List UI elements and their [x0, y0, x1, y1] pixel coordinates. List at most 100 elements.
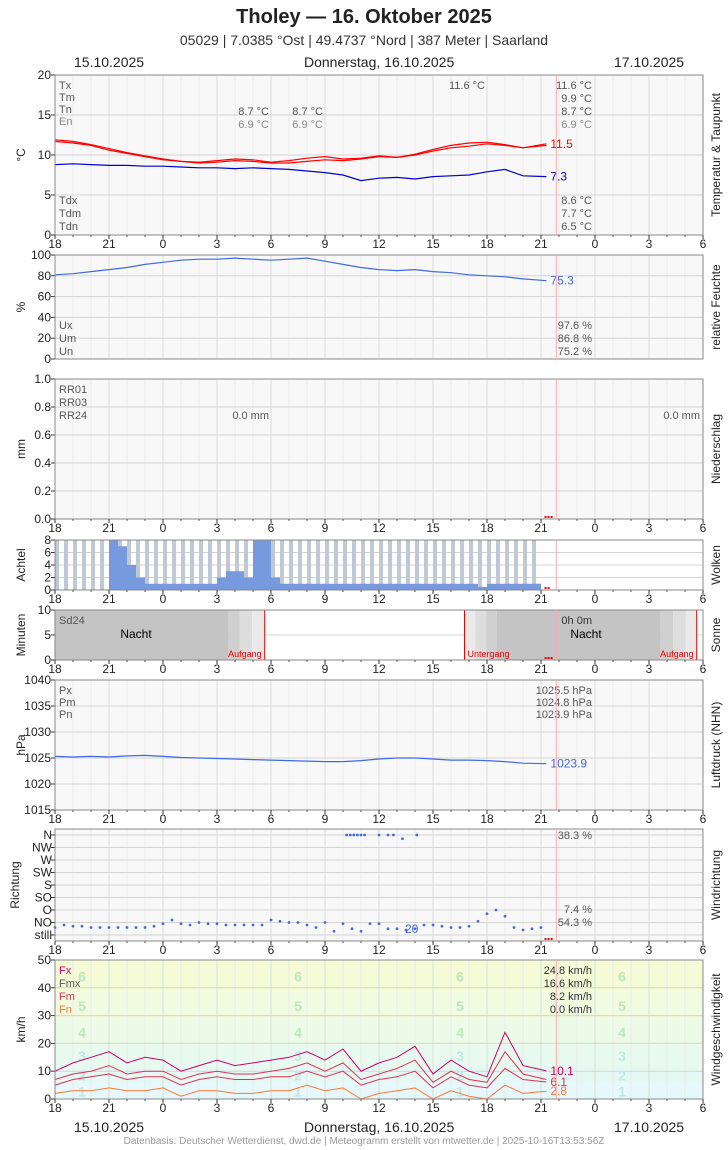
- clouds-bar: [118, 546, 127, 590]
- pressure-xtick-label: 3: [214, 812, 221, 826]
- precip-stat-rr24-next: 0.0 mm: [663, 410, 700, 422]
- sun-xtick-label: 12: [372, 662, 386, 676]
- clouds-bar: [451, 583, 460, 590]
- precip-legend-RR03: RR03: [59, 397, 87, 409]
- wind-ytick-label: 0: [44, 1092, 51, 1106]
- wind-bft-label: 4: [618, 1024, 626, 1040]
- wind_dir-point: [197, 921, 201, 924]
- temp-xtick-label: 6: [268, 237, 275, 251]
- clouds-xtick-label: 21: [534, 592, 548, 606]
- humidity-legend-Ux: Ux: [59, 320, 73, 332]
- clouds-nodata-dot: [547, 587, 550, 589]
- wind_dir-xtick-label: 3: [646, 943, 653, 957]
- clouds-bar: [226, 571, 235, 590]
- humidity-ytick-label: 0: [44, 352, 51, 366]
- wind-bft-label: 2: [618, 1067, 626, 1083]
- wind-last-fn: 2.8: [550, 1084, 567, 1098]
- clouds-xtick-label: 6: [700, 592, 707, 606]
- clouds-bar: [280, 583, 289, 590]
- clouds-bar: [478, 586, 487, 590]
- clouds-side-label: Wolken: [709, 545, 723, 585]
- sun-xtick-label: 18: [480, 662, 494, 676]
- wind_dir-point: [323, 921, 327, 924]
- humidity-ytick-label: 100: [31, 248, 51, 262]
- wind-xtick-label: 3: [646, 1101, 653, 1115]
- pressure-xtick-label: 15: [426, 812, 440, 826]
- wind_dir-point-north: [345, 833, 348, 837]
- wind_dir-point: [188, 923, 192, 927]
- clouds-y-axis-label: Achtel: [14, 548, 28, 581]
- wind_dir-category-label: SO: [35, 891, 52, 905]
- pressure-side-label: Luftdruck (NHN): [709, 702, 723, 789]
- wind-bft-label: 1: [78, 1083, 86, 1099]
- wind_dir-point: [431, 923, 435, 927]
- wind_dir-point: [143, 926, 147, 929]
- wind-xtick-label: 18: [48, 1101, 62, 1115]
- temp-stat-tn: 8.7 °C: [561, 106, 592, 118]
- temp-series-temp: [54, 140, 547, 163]
- precip-xtick-label: 3: [646, 521, 653, 535]
- wind_dir-point: [269, 918, 273, 922]
- humidity-ytick-label: 40: [38, 310, 52, 324]
- date-center-bottom: Donnerstag, 16.10.2025: [304, 1119, 455, 1135]
- temp-stat-en-mid1: 6.9 °C: [238, 119, 269, 131]
- wind-series-fn: [54, 1084, 547, 1100]
- wind_dir-category-label: S: [44, 878, 52, 892]
- pressure-xtick-label: 21: [534, 812, 548, 826]
- wind_dir-point-north: [392, 833, 395, 837]
- clouds-hatch: [442, 540, 447, 590]
- wind_dir-point: [125, 926, 129, 929]
- sun-night: [496, 610, 661, 660]
- precip-legend-RR01: RR01: [59, 384, 87, 396]
- clouds-bar: [379, 583, 388, 590]
- pressure-xtick-label: 6: [268, 812, 275, 826]
- wind_dir-point: [71, 924, 75, 928]
- wind-xtick-label: 0: [160, 1101, 167, 1115]
- wind_dir-point: [485, 912, 489, 916]
- sun-xtick-label: 18: [48, 662, 62, 676]
- sun-twilight: [464, 610, 476, 660]
- temp-xtick-label: 15: [426, 237, 440, 251]
- temp-xtick-label: 21: [102, 237, 116, 251]
- temp-stat-tn-mid2: 8.7 °C: [292, 106, 323, 118]
- sun-twilight: [228, 610, 240, 660]
- temp-last-temp: 11.5: [550, 137, 573, 151]
- wind_dir-point-north: [401, 837, 404, 841]
- wind-xtick-label: 6: [700, 1101, 707, 1115]
- clouds-hatch: [379, 540, 384, 590]
- wind-xtick-label: 21: [102, 1101, 116, 1115]
- humidity-legend-Un: Un: [59, 346, 73, 358]
- temp-xtick-label: 9: [322, 237, 329, 251]
- sun-night: [55, 610, 229, 660]
- wind_dir-point: [242, 923, 246, 927]
- pressure-xtick-label: 21: [102, 812, 116, 826]
- clouds-bar: [307, 583, 316, 590]
- temp-series-dew: [54, 163, 547, 182]
- clouds-hatch: [307, 540, 312, 590]
- wind_dir-stat-n: 38.3 %: [558, 830, 592, 842]
- sun-y-axis-label: Minuten: [14, 614, 28, 657]
- wind-legend-Fx: Fx: [59, 965, 72, 977]
- clouds-xtick-label: 0: [592, 592, 599, 606]
- pressure-xtick-label: 18: [48, 812, 62, 826]
- clouds-xtick-label: 9: [322, 592, 329, 606]
- clouds-hatch: [217, 540, 222, 590]
- clouds-hatch: [514, 540, 519, 590]
- clouds-bar: [145, 583, 154, 590]
- temp-stat-tx-mid: 11.6 °C: [449, 80, 485, 92]
- wind-bft-label: 6: [618, 969, 626, 985]
- clouds-bar: [352, 583, 361, 590]
- clouds-bar: [181, 583, 190, 590]
- wind-bft-label: 3: [618, 1048, 626, 1064]
- wind-legend-Fmx: Fmx: [59, 978, 81, 990]
- wind_dir-point: [215, 922, 219, 926]
- clouds-ytick-label: 4: [44, 558, 51, 572]
- wind_dir-point: [332, 929, 336, 933]
- clouds-hatch: [55, 540, 60, 590]
- station-info: 05029 | 7.0385 °Ost | 49.4737 °Nord | 38…: [179, 32, 549, 48]
- wind-xtick-label: 0: [592, 1101, 599, 1115]
- wind_dir-point: [98, 926, 102, 929]
- humidity-stat-um: 86.8 %: [558, 333, 592, 345]
- clouds-hatch: [370, 540, 375, 590]
